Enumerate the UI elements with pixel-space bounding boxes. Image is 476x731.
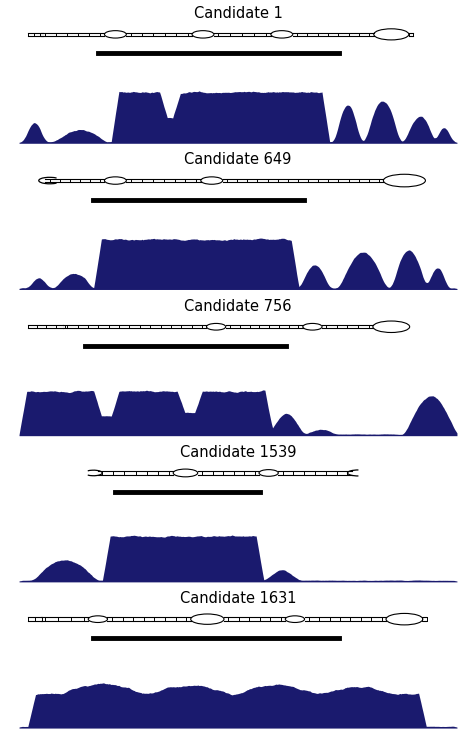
Text: Candidate 649: Candidate 649 [184, 152, 292, 167]
Text: Candidate 1: Candidate 1 [194, 6, 282, 21]
Text: Candidate 1631: Candidate 1631 [180, 591, 296, 606]
Text: Candidate 756: Candidate 756 [184, 298, 292, 314]
Text: Candidate 1539: Candidate 1539 [180, 444, 296, 460]
